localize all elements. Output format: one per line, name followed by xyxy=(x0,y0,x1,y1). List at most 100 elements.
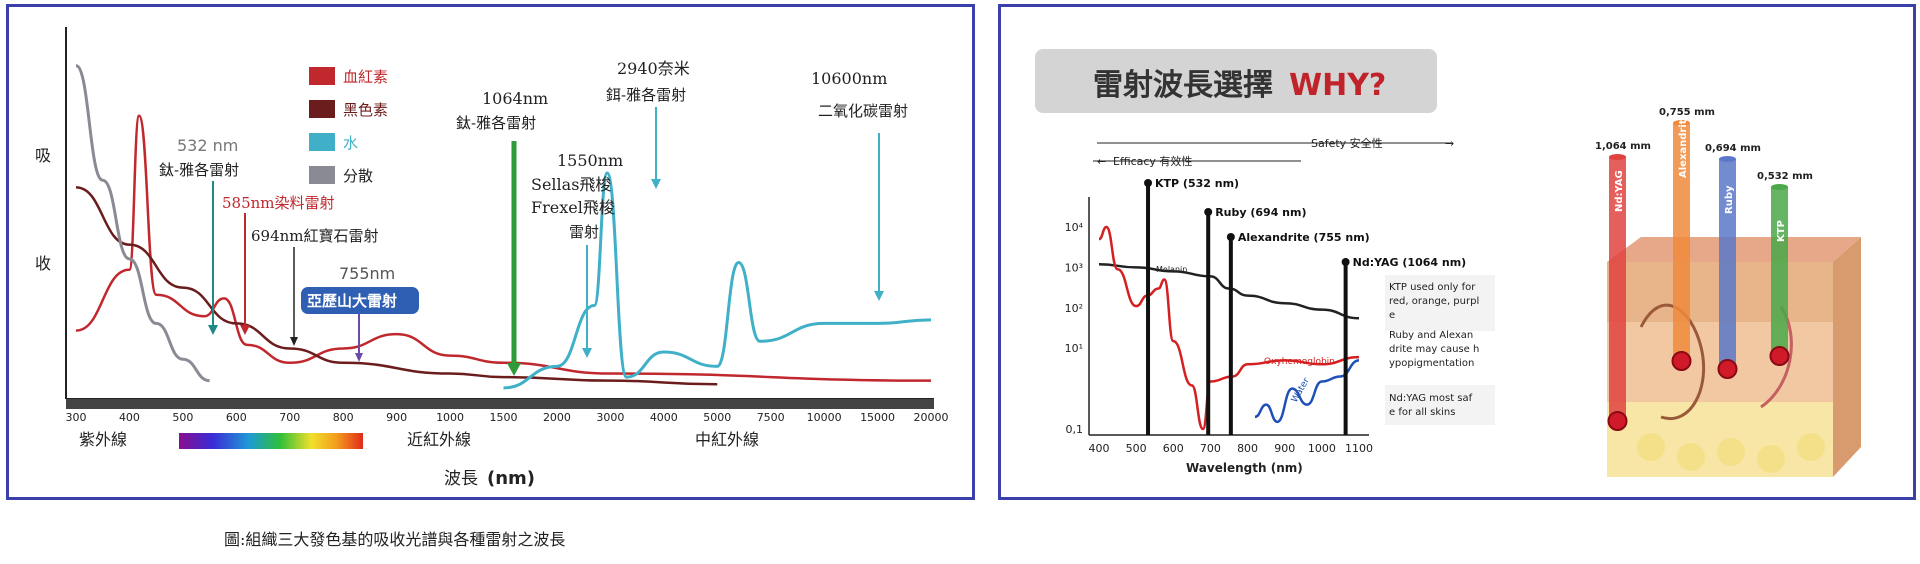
title-banner xyxy=(1035,49,1437,113)
laser-beam-label-1: Alexandrite xyxy=(1678,112,1689,178)
x-tick-500: 500 xyxy=(172,411,193,424)
laser-depth-0: 1,064 mm xyxy=(1595,141,1651,152)
laser-label-0: KTP (532 nm) xyxy=(1155,177,1239,190)
x-tick-labels: 400 500 600 700 800 900 1000 1100 xyxy=(1089,442,1374,455)
x-tick-900: 900 xyxy=(1274,442,1295,455)
arrowhead-10600 xyxy=(874,291,884,301)
series-line-0 xyxy=(75,114,932,382)
y-tick-1: 10³ xyxy=(1065,261,1083,274)
note-box-ndyag xyxy=(1385,385,1495,425)
annot-2940-name: 鉺-雅各雷射 xyxy=(606,86,686,104)
series-line-3 xyxy=(75,64,210,383)
annot-532-nm: 532 nm xyxy=(177,136,238,155)
x-tick-300: 300 xyxy=(66,411,87,424)
annot-1064-nm: 1064nm xyxy=(482,89,548,108)
annot-532-name: 鈦-雅各雷射 xyxy=(159,161,239,179)
arrowhead-2940 xyxy=(651,179,661,189)
x-tick-400: 400 xyxy=(1089,442,1110,455)
arrowhead-532 xyxy=(208,325,218,335)
x-tick-10000: 10000 xyxy=(807,411,842,424)
x-tick-700: 700 xyxy=(279,411,300,424)
laser-beam-1 xyxy=(1673,123,1690,367)
legend-water: 水 xyxy=(343,134,358,152)
arrowhead-585 xyxy=(240,325,250,335)
note-ruby-3: ypopigmentation xyxy=(1389,358,1474,369)
y-tick-labels: 10⁴ 10³ 10² 10¹ 0,1 xyxy=(1065,221,1084,436)
legend-swatch-hemoglobin xyxy=(309,67,335,85)
laser-dot-2 xyxy=(1226,233,1235,241)
curve-label-water: Water xyxy=(1290,376,1312,404)
x-tick-1500: 1500 xyxy=(490,411,518,424)
annot-694: 694nm紅寶石雷射 xyxy=(251,227,379,245)
laser-beam-top-3 xyxy=(1771,184,1788,190)
y-tick-4: 0,1 xyxy=(1066,423,1084,436)
x-tick-labels: 300 400 500 600 700 800 900 1000 1500 2000 3000 400… xyxy=(66,411,949,424)
note-ktp-1: KTP used only for xyxy=(1389,282,1476,293)
laser-depth-3: 0,532 mm xyxy=(1757,171,1813,182)
pigment-target-0 xyxy=(1607,411,1628,431)
figure-caption: 圖:組織三大發色基的吸收光譜與各種雷射之波長 xyxy=(224,530,566,549)
y-label-1: 吸 xyxy=(35,146,51,165)
arrowhead-694 xyxy=(290,337,298,346)
x-tick-3000: 3000 xyxy=(596,411,624,424)
note-ndyag-1: Nd:YAG most saf xyxy=(1389,393,1473,404)
pigment-target-1 xyxy=(1671,351,1692,371)
laser-label-1: Ruby (694 nm) xyxy=(1215,206,1306,219)
annot-755-nm: 755nm xyxy=(339,264,395,283)
annot-755-name: 亞歷山大雷射 xyxy=(307,292,397,310)
region-mir: 中紅外線 xyxy=(695,430,759,449)
absorption-spectrum-chart: 吸 收 300 400 500 600 700 800 900 1000 1500 2000 300… xyxy=(35,27,949,489)
laser-dot-0 xyxy=(1144,179,1153,187)
y-label-2: 收 xyxy=(35,254,51,273)
x-tick-400: 400 xyxy=(119,411,140,424)
laser-label-3: Nd:YAG (1064 nm) xyxy=(1353,256,1467,269)
curve-label-oxy: Oxyhemoglobin xyxy=(1264,357,1335,367)
laser-beam-0 xyxy=(1609,157,1626,427)
y-tick-3: 10¹ xyxy=(1065,342,1083,355)
note-ktp-2: red, orange, purpl xyxy=(1389,296,1479,307)
legend-swatch-melanin xyxy=(309,100,335,118)
x-tick-700: 700 xyxy=(1200,442,1221,455)
laser-beam-top-2 xyxy=(1719,156,1736,162)
visible-spectrum-bar xyxy=(179,433,363,449)
plot-x-label: Wavelength (nm) xyxy=(1186,461,1303,475)
note-ktp-3: e xyxy=(1389,310,1395,321)
annot-585: 585nm染料雷射 xyxy=(222,194,335,212)
laser-dot-1 xyxy=(1204,208,1213,216)
legend-scatter: 分散 xyxy=(343,167,373,185)
series-line-2 xyxy=(503,171,932,390)
annot-1550-nm: 1550nm xyxy=(557,151,623,170)
annot-1550-l2: Sellas飛梭 xyxy=(531,175,611,194)
laser-beam-label-3: KTP xyxy=(1776,220,1787,242)
legend-swatch-scatter xyxy=(309,166,335,184)
absorption-spectrum-panel: 吸 收 300 400 500 600 700 800 900 1000 1500 2000 300… xyxy=(6,4,975,500)
laser-wavelength-panel: 雷射波長選擇 WHY? Safety 安全性 → ← Efficacy 有效性 … xyxy=(998,4,1916,500)
laser-dot-3 xyxy=(1341,258,1350,266)
x-tick-800: 800 xyxy=(333,411,354,424)
safety-arrowhead: → xyxy=(1445,137,1454,150)
arrowhead-1064 xyxy=(507,363,521,376)
y-tick-0: 10⁴ xyxy=(1065,221,1084,234)
curve-water xyxy=(1254,359,1360,424)
curve-label-melanin: Melanin xyxy=(1156,265,1187,274)
laser-lines: KTP (532 nm) Ruby (694 nm) Alexandrite (75… xyxy=(1144,177,1466,435)
pigment-target-3 xyxy=(1769,346,1790,366)
annot-1064-name: 鈦-雅各雷射 xyxy=(456,114,536,132)
spectrum-curves xyxy=(75,64,932,390)
efficacy-arrowhead: ← xyxy=(1097,155,1106,168)
series-line-1 xyxy=(75,186,718,386)
note-ruby-2: drite may cause h xyxy=(1389,344,1479,355)
legend-hemoglobin: 血紅素 xyxy=(343,68,388,86)
laser-beam-top-1 xyxy=(1673,120,1690,126)
region-uv: 紫外線 xyxy=(79,430,127,449)
laser-beam-top-0 xyxy=(1609,154,1626,160)
x-tick-500: 500 xyxy=(1126,442,1147,455)
x-tick-800: 800 xyxy=(1237,442,1258,455)
note-ruby-1: Ruby and Alexan xyxy=(1389,330,1473,341)
legend-swatch-water xyxy=(309,133,335,151)
x-tick-4000: 4000 xyxy=(650,411,678,424)
y-tick-2: 10² xyxy=(1065,302,1083,315)
arrowhead-1550 xyxy=(582,348,592,358)
x-axis-band xyxy=(66,399,934,409)
